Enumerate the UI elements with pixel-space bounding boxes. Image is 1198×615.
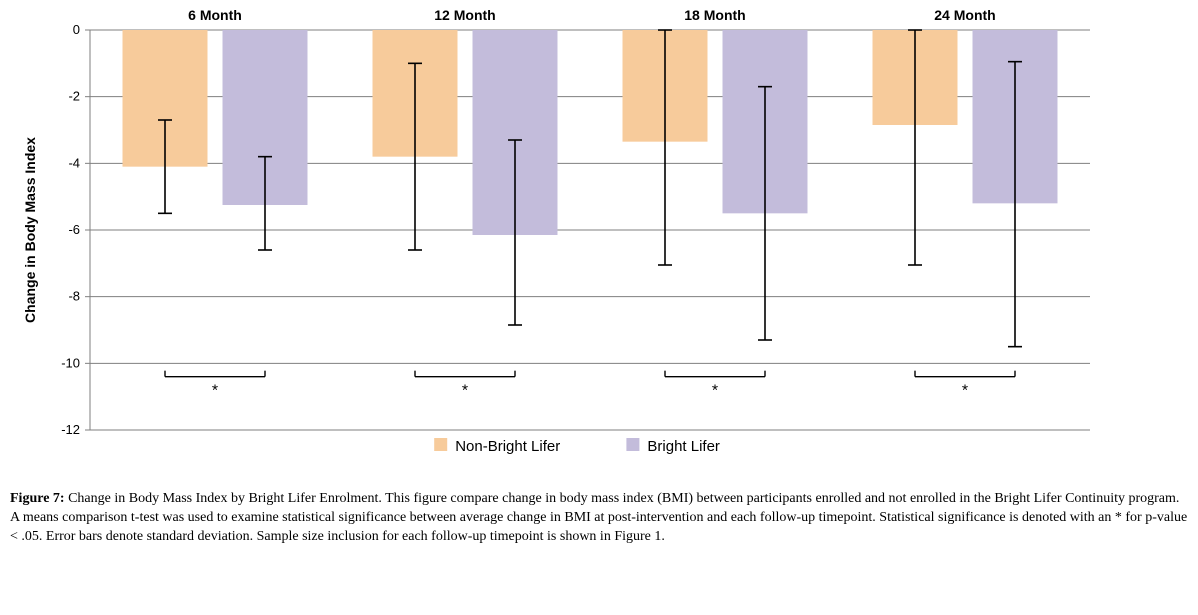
svg-text:Change in Body Mass Index: Change in Body Mass Index	[22, 137, 38, 323]
svg-text:12 Month: 12 Month	[434, 7, 495, 23]
figure-caption: Figure 7: Change in Body Mass Index by B…	[10, 490, 1188, 547]
svg-text:Non-Bright Lifer: Non-Bright Lifer	[455, 438, 560, 455]
svg-text:0: 0	[73, 22, 80, 37]
svg-text:24 Month: 24 Month	[934, 7, 995, 23]
figure-label: Figure 7:	[10, 491, 65, 506]
svg-text:-2: -2	[68, 89, 80, 104]
svg-text:Bright Lifer: Bright Lifer	[647, 438, 720, 455]
svg-text:6 Month: 6 Month	[188, 7, 242, 23]
svg-text:*: *	[212, 383, 218, 400]
svg-text:*: *	[712, 383, 718, 400]
svg-text:18 Month: 18 Month	[684, 7, 745, 23]
svg-text:-6: -6	[68, 222, 80, 237]
svg-text:-10: -10	[61, 355, 80, 370]
bmi-change-chart: 0 -2 -4 -6 -8 -10 -12 Change in Body Mass Index…	[0, 0, 1120, 490]
svg-text:-12: -12	[61, 422, 80, 437]
svg-text:-8: -8	[68, 289, 80, 304]
svg-text:*: *	[962, 383, 968, 400]
svg-text:*: *	[462, 383, 468, 400]
svg-text:-4: -4	[68, 155, 80, 170]
figure-caption-text: Change in Body Mass Index by Bright Life…	[10, 491, 1187, 544]
